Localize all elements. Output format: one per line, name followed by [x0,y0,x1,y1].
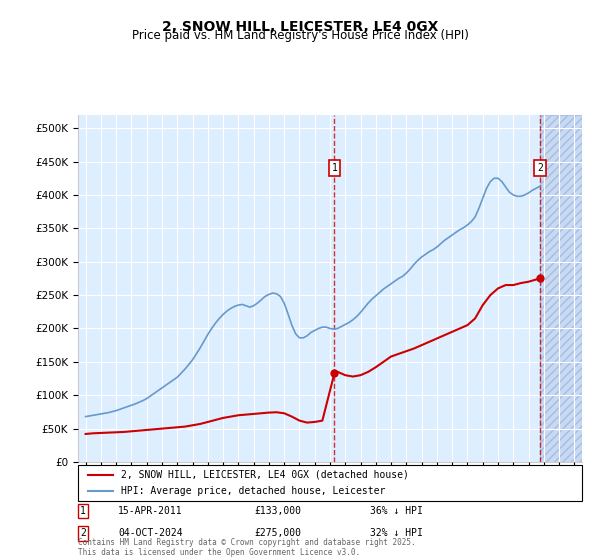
Text: Contains HM Land Registry data © Crown copyright and database right 2025.
This d: Contains HM Land Registry data © Crown c… [78,538,416,557]
Text: 2, SNOW HILL, LEICESTER, LE4 0GX: 2, SNOW HILL, LEICESTER, LE4 0GX [162,20,438,34]
Bar [540,115,582,462]
Text: £275,000: £275,000 [254,529,301,539]
Text: 04-OCT-2024: 04-OCT-2024 [118,529,183,539]
Text: 2: 2 [537,163,543,173]
Text: 1: 1 [331,163,337,173]
Text: HPI: Average price, detached house, Leicester: HPI: Average price, detached house, Leic… [121,486,385,496]
FancyBboxPatch shape [78,465,582,501]
Text: 2: 2 [80,529,86,539]
Text: 15-APR-2011: 15-APR-2011 [118,506,183,516]
Text: £133,000: £133,000 [254,506,301,516]
Text: 36% ↓ HPI: 36% ↓ HPI [370,506,423,516]
Bar [540,115,582,462]
Text: 32% ↓ HPI: 32% ↓ HPI [370,529,423,539]
Text: Price paid vs. HM Land Registry's House Price Index (HPI): Price paid vs. HM Land Registry's House … [131,29,469,42]
Text: 1: 1 [80,506,86,516]
Text: 2, SNOW HILL, LEICESTER, LE4 0GX (detached house): 2, SNOW HILL, LEICESTER, LE4 0GX (detach… [121,470,409,480]
